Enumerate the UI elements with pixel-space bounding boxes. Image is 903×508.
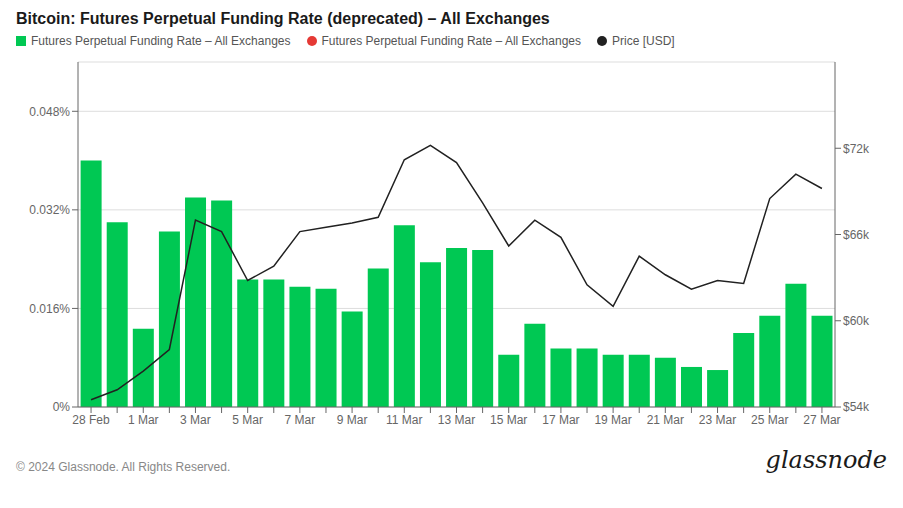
svg-text:9 Mar: 9 Mar: [337, 413, 368, 427]
svg-text:0.048%: 0.048%: [29, 105, 70, 119]
svg-text:19 Mar: 19 Mar: [594, 413, 631, 427]
html-text:Bitcoin: Futures Perpetual Fun: Bitcoin: Futures Perpetual Funding Rate …: [16, 10, 550, 27]
html-text:glassnode: glassnode: [765, 446, 887, 474]
html-text:Futures Perpetual Funding Rate: Futures Perpetual Funding Rate – All Exc…: [321, 34, 581, 48]
svg-text:0%: 0%: [53, 400, 71, 414]
svg-text:23 Mar: 23 Mar: [699, 413, 736, 427]
svg-text:21 Mar: 21 Mar: [647, 413, 684, 427]
svg-text:27 Mar: 27 Mar: [803, 413, 840, 427]
html-text:Futures Perpetual Funding Rate: Futures Perpetual Funding Rate – All Exc…: [31, 34, 291, 48]
svg-text:0.032%: 0.032%: [29, 203, 70, 217]
svg-text:0.016%: 0.016%: [29, 302, 70, 316]
svg-text:5 Mar: 5 Mar: [232, 413, 263, 427]
svg-text:13 Mar: 13 Mar: [438, 413, 475, 427]
svg-text:1 Mar: 1 Mar: [128, 413, 159, 427]
svg-text:$72k: $72k: [843, 142, 870, 156]
svg-text:17 Mar: 17 Mar: [542, 413, 579, 427]
svg-text:25 Mar: 25 Mar: [751, 413, 788, 427]
svg-text:3 Mar: 3 Mar: [180, 413, 211, 427]
html-text:Price [USD]: Price [USD]: [612, 34, 675, 48]
svg-text:$66k: $66k: [843, 228, 870, 242]
svg-text:28 Feb: 28 Feb: [72, 413, 110, 427]
svg-text:$54k: $54k: [843, 400, 870, 414]
svg-text:15 Mar: 15 Mar: [490, 413, 527, 427]
html-text:© 2024 Glassnode. All Rights R: © 2024 Glassnode. All Rights Reserved.: [16, 460, 231, 474]
svg-text:11 Mar: 11 Mar: [386, 413, 422, 427]
svg-text:7 Mar: 7 Mar: [285, 413, 316, 427]
svg-text:$60k: $60k: [843, 314, 870, 328]
